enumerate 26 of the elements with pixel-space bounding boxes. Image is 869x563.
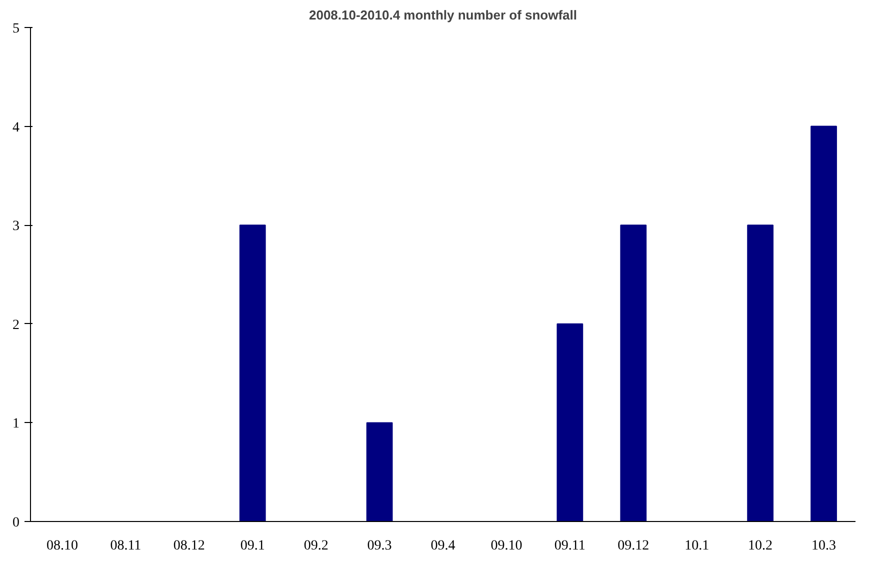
bar xyxy=(556,323,584,522)
y-tick-label: 1 xyxy=(12,416,20,432)
bar xyxy=(239,224,266,522)
y-tick-label: 0 xyxy=(12,516,20,530)
y-tick-label: 4 xyxy=(12,120,20,136)
x-tick-label: 09.3 xyxy=(367,538,392,554)
bar xyxy=(810,126,837,522)
x-tick-label: 09.1 xyxy=(240,538,265,554)
x-tick-label: 09.2 xyxy=(304,538,328,554)
y-tick-label: 2 xyxy=(12,318,20,333)
x-tick-label: 09.10 xyxy=(490,538,522,554)
x-tick-label: 08.12 xyxy=(173,538,205,554)
y-tick-label: 3 xyxy=(12,219,20,234)
x-tick-label: 10.3 xyxy=(812,538,836,554)
x-tick-label: 09.11 xyxy=(554,538,586,554)
x-tick-label: 08.11 xyxy=(110,538,142,554)
x-tick-label: 09.4 xyxy=(430,538,456,554)
x-tick-label: 09.12 xyxy=(618,538,650,554)
bar xyxy=(620,224,647,522)
bar xyxy=(366,422,393,522)
x-tick-label: 08.10 xyxy=(46,538,78,554)
bar xyxy=(747,224,774,522)
x-tick-label: 10.1 xyxy=(684,538,710,554)
x-tick-label: 10.2 xyxy=(748,538,773,554)
y-tick-label: 5 xyxy=(12,22,20,36)
chart-title: 2008.10-2010.4 monthly number of snowfall xyxy=(308,8,578,22)
